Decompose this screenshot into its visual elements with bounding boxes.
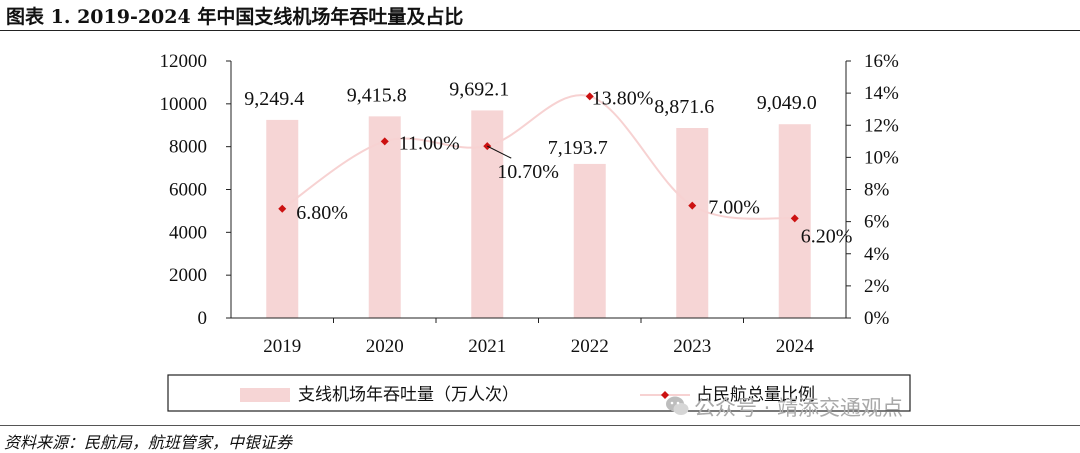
ratio-value-label: 11.00% xyxy=(399,132,460,154)
axes-group: 0 2000 4000 6000 8000 10000 12000 0% 2% 4% 6% 8% 10%… xyxy=(160,51,900,357)
left-tick-label: 4000 xyxy=(169,222,207,243)
bar-2019 xyxy=(266,119,299,318)
x-tick-label: 2022 xyxy=(571,336,609,357)
right-tick-label: 0% xyxy=(864,308,890,329)
right-tick-label: 2% xyxy=(864,276,890,297)
bars-group xyxy=(266,110,811,319)
x-tick-label: 2021 xyxy=(468,336,506,357)
bar-2020 xyxy=(368,116,401,319)
bar-value-label: 9,692.1 xyxy=(449,78,509,100)
ratio-line xyxy=(281,94,795,220)
x-tick-label: 2020 xyxy=(366,336,404,357)
ratio-value-label: 7.00% xyxy=(708,197,760,219)
bar-2022 xyxy=(573,163,606,318)
left-tick-label: 8000 xyxy=(169,137,207,158)
bar-value-label: 9,249.4 xyxy=(244,88,304,110)
left-tick-label: 2000 xyxy=(169,265,207,286)
labels-group: 9,249.4 9,415.8 9,692.1 7,193.7 8,871.6 9,049… xyxy=(244,78,852,247)
x-tick-label: 2023 xyxy=(673,336,711,357)
ratio-value-label: 10.70% xyxy=(497,161,559,183)
source-note: 资料来源：民航局，航班管家，中银证券 xyxy=(4,433,293,452)
ratio-point-2020 xyxy=(380,137,389,146)
right-tick-label: 10% xyxy=(864,147,899,168)
ratio-point-2019 xyxy=(278,204,287,213)
left-tick-label: 10000 xyxy=(160,94,208,115)
right-tick-label: 6% xyxy=(864,212,890,233)
source-rule xyxy=(0,425,1080,426)
legend-bar-swatch xyxy=(240,388,290,402)
bar-value-label: 8,871.6 xyxy=(654,96,714,118)
x-tick-label: 2019 xyxy=(263,336,301,357)
legend: 支线机场年吞吐量（万人次） 占民航总量比例 xyxy=(167,374,911,412)
right-tick-label: 4% xyxy=(864,244,890,265)
legend-line-marker xyxy=(661,391,669,399)
x-tick-label: 2024 xyxy=(776,336,815,357)
left-tick-label: 6000 xyxy=(169,180,207,201)
ratio-point-2022 xyxy=(585,92,594,101)
ratio-point-2023 xyxy=(688,201,697,210)
legend-line-label: 占民航总量比例 xyxy=(696,385,815,404)
left-tick-label: 0 xyxy=(198,308,208,329)
right-tick-label: 8% xyxy=(864,180,890,201)
right-tick-label: 12% xyxy=(864,115,899,136)
right-tick-label: 14% xyxy=(864,83,899,104)
ratio-point-2024 xyxy=(790,214,799,223)
ratio-value-label: 6.80% xyxy=(296,202,348,224)
watermark: 公众号 · 靖添交通观点 xyxy=(694,396,904,420)
wechat-logo-icon xyxy=(666,396,689,415)
legend-bar-label: 支线机场年吞吐量（万人次） xyxy=(298,385,519,404)
figure-title: 图表 1. 2019-2024 年中国支线机场年吞吐量及占比 xyxy=(6,6,464,28)
bar-2023 xyxy=(676,127,709,318)
ratio-value-label: 6.20% xyxy=(801,225,853,247)
bar-value-label: 7,193.7 xyxy=(548,137,608,159)
left-tick-label: 12000 xyxy=(160,51,208,72)
bar-value-label: 9,415.8 xyxy=(347,84,407,106)
right-tick-label: 16% xyxy=(864,51,899,72)
ratio-leader-line xyxy=(487,145,512,159)
ratio-value-label: 13.80% xyxy=(592,87,654,109)
bar-value-label: 9,049.0 xyxy=(757,92,817,114)
legend-box xyxy=(167,374,911,412)
title-rule xyxy=(0,30,1080,31)
